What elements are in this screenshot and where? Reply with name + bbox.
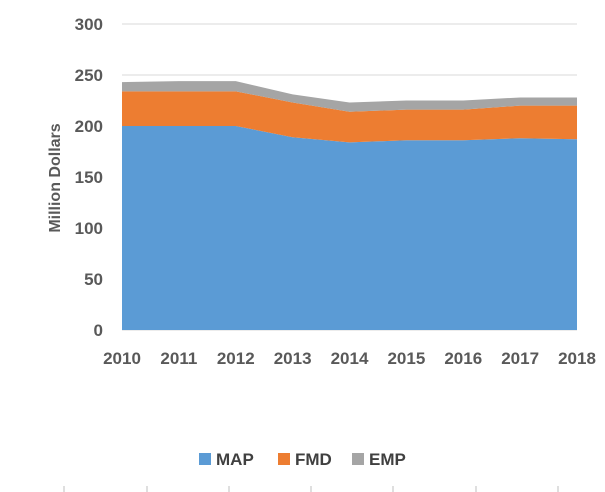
x-axis-ticks: 2010 2011 2012 2013 2014 2015 2016 2017 2018	[103, 349, 596, 368]
legend-swatch-fmd	[278, 453, 290, 465]
x-tick-label: 2011	[160, 349, 197, 368]
area-map	[122, 126, 577, 330]
bottom-border-ticks	[63, 486, 559, 492]
area-emp	[122, 81, 577, 112]
x-tick-label: 2015	[387, 349, 425, 368]
area-fmd	[122, 91, 577, 143]
y-tick-label: 200	[75, 117, 103, 136]
y-axis-ticks: 0 50 100 150 200 250 300	[75, 15, 103, 340]
legend: MAP FMD EMP	[199, 450, 406, 469]
x-tick-label: 2018	[558, 349, 596, 368]
x-tick-label: 2013	[274, 349, 312, 368]
y-tick-label: 0	[94, 321, 103, 340]
y-tick-label: 100	[75, 219, 103, 238]
legend-label-fmd: FMD	[295, 450, 332, 469]
y-tick-label: 250	[75, 66, 103, 85]
y-tick-label: 300	[75, 15, 103, 34]
x-tick-label: 2012	[217, 349, 255, 368]
x-tick-label: 2016	[444, 349, 482, 368]
y-axis-title: Million Dollars	[47, 123, 64, 232]
legend-label-emp: EMP	[369, 450, 406, 469]
legend-swatch-emp	[352, 453, 364, 465]
x-tick-label: 2017	[501, 349, 539, 368]
y-tick-label: 50	[84, 270, 103, 289]
y-tick-label: 150	[75, 168, 103, 187]
legend-swatch-map	[199, 453, 211, 465]
legend-label-map: MAP	[216, 450, 254, 469]
x-tick-label: 2014	[331, 349, 369, 368]
x-tick-label: 2010	[103, 349, 141, 368]
area-series	[122, 81, 577, 330]
